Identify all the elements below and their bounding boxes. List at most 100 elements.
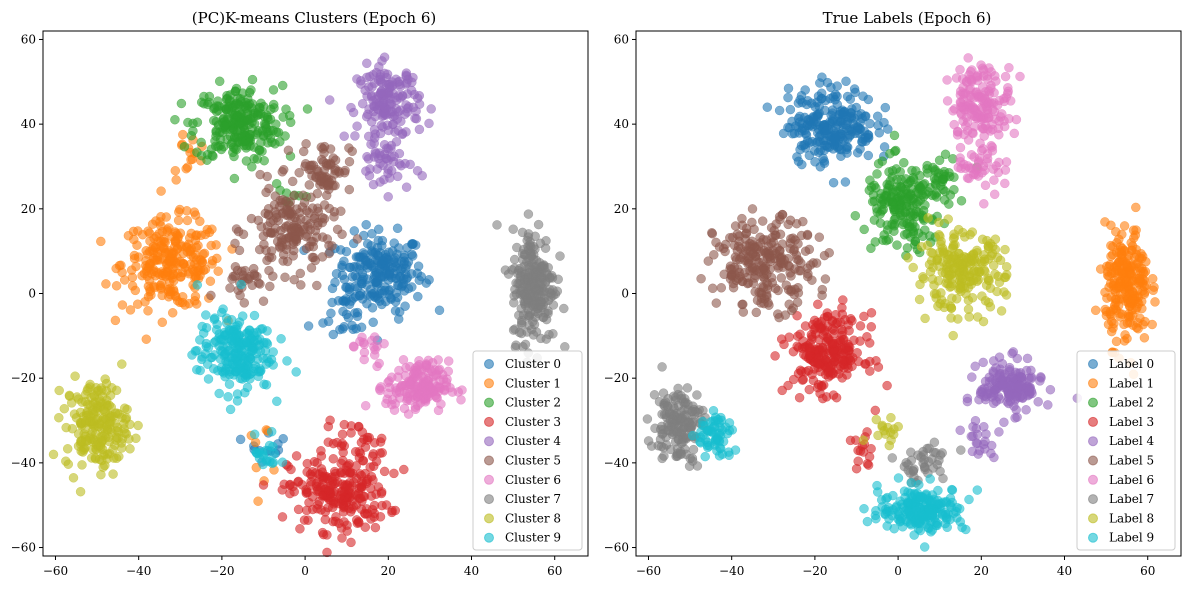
scatter-point [843,363,853,374]
scatter-point [866,443,876,454]
scatter-point [125,444,135,454]
scatter-point [855,117,866,128]
scatter-point [819,250,830,261]
scatter-point [852,348,862,358]
scatter-point [971,169,981,180]
scatter-point [255,169,265,180]
scatter-point [1090,305,1101,316]
scatter-point [677,425,687,435]
scatter-point [163,286,174,297]
scatter-point [895,517,905,527]
scatter-point [659,443,669,453]
scatter-point [185,259,196,270]
scatter-point [517,227,528,238]
scatter-point [283,145,294,156]
scatter-point [783,83,794,94]
scatter-point [1115,308,1125,319]
scatter-point [304,180,315,190]
scatter-point [820,274,831,284]
scatter-point [940,518,950,529]
scatter-point [987,124,998,135]
scatter-point [1147,273,1158,284]
scatter-point [277,512,288,522]
scatter-point [398,274,409,284]
scatter-point [983,244,994,254]
y-tick-label: −20 [604,371,629,385]
scatter-point [338,306,348,317]
scatter-point [250,437,261,448]
scatter-point [306,192,316,203]
scatter-point [268,85,279,95]
scatter-point [360,400,371,411]
scatter-point [385,268,395,279]
scatter-point [785,104,796,115]
scatter-point [1000,71,1011,82]
scatter-point [186,130,197,141]
scatter-point [788,374,799,385]
legend-marker [1088,532,1098,543]
legend-marker [1088,455,1098,466]
scatter-point [133,252,144,262]
scatter-point [62,444,73,454]
scatter-point [858,435,869,445]
scatter-point [157,317,168,328]
scatter-point [955,425,965,436]
scatter-point [1045,384,1056,395]
scatter-point [389,468,399,479]
scatter-point [151,231,161,242]
scatter-point [548,329,558,339]
scatter-point [1008,347,1019,357]
scatter-point [336,206,346,216]
scatter-point [826,136,836,146]
legend-marker [484,455,494,466]
scatter-point [818,393,828,404]
scatter-point [920,313,930,324]
scatter-point [312,458,322,468]
scatter-point [347,146,357,157]
scatter-point [907,492,917,502]
scatter-point [301,231,311,242]
scatter-point [268,99,279,110]
scatter-point [254,145,265,156]
scatter-point [990,234,1001,244]
y-tick-label: −60 [11,541,36,555]
scatter-point [992,286,1002,297]
scatter-point [955,142,966,153]
scatter-point [167,308,178,318]
legend-label: Cluster 9 [505,531,561,545]
scatter-point [935,450,946,460]
scatter-point [960,163,971,174]
scatter-point [808,258,818,268]
x-tick-label: 20 [974,564,989,578]
scatter-point [201,310,211,320]
scatter-point [422,390,432,401]
scatter-point [984,63,994,73]
scatter-point [882,179,892,190]
scatter-point [346,537,356,548]
scatter-point [795,95,805,105]
scatter-point [209,104,219,114]
scatter-point [338,324,348,334]
scatter-point [796,258,806,268]
scatter-point [798,374,808,385]
scatter-point [330,468,341,479]
scatter-point [958,103,969,113]
scatter-point [940,149,951,160]
scatter-point [962,396,973,407]
scatter-point [270,191,281,201]
scatter-point [317,213,328,223]
scatter-point [182,206,192,216]
scatter-point [525,240,535,250]
scatter-point [711,237,721,248]
scatter-point [295,214,306,224]
scatter-point [369,152,380,162]
scatter-point [196,137,206,148]
scatter-point [972,429,983,440]
scatter-point [1004,62,1014,73]
scatter-point [412,166,423,176]
scatter-point [195,335,205,345]
scatter-point [1128,288,1139,298]
scatter-point [350,131,360,141]
scatter-point [377,98,388,109]
scatter-point [976,386,986,397]
